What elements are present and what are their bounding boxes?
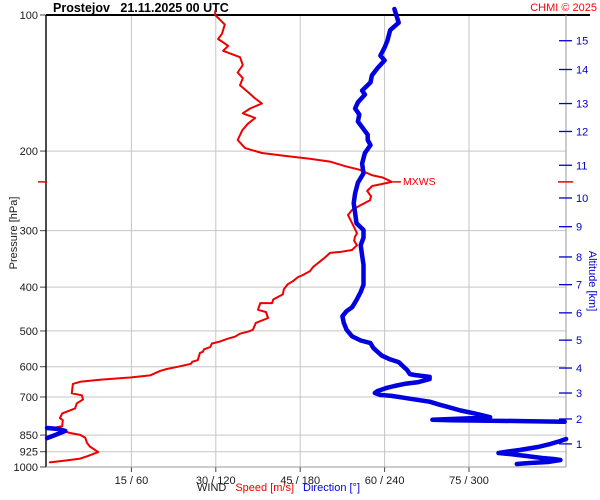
x-axis-legend: WIND Speed [m/s] Direction [°] (197, 482, 360, 494)
altitude-tick-label: 15 (576, 36, 588, 48)
pressure-tick-label: 925 (20, 447, 38, 459)
copyright-notice: CHMI © 2025 (530, 2, 597, 14)
altitude-tick-label: 6 (576, 308, 582, 320)
legend-speed-label: Speed [m/s] (235, 482, 295, 494)
altitude-tick-label: 9 (576, 222, 582, 234)
direction-curve (44, 425, 68, 441)
altitude-tick-label: 4 (576, 363, 582, 375)
wind-tick-label: 60 / 240 (365, 475, 405, 487)
direction-curve (496, 436, 569, 467)
pressure-tick-label: 100 (20, 10, 38, 22)
wind-tick-label: 30 / 120 (196, 475, 236, 487)
wind-tick-label: 45 / 180 (280, 475, 320, 487)
altitude-tick-label: 1 (576, 439, 582, 451)
wind-tick-label: 75 / 300 (449, 475, 489, 487)
speed-curve (48, 10, 393, 464)
altitude-tick-label: 10 (576, 193, 588, 205)
wind-tick-label: 15 / 60 (115, 475, 149, 487)
altitude-tick-label: 11 (576, 160, 587, 172)
pressure-tick-label: 600 (20, 362, 38, 374)
pressure-tick-label: 500 (20, 326, 38, 338)
altitude-tick-label: 5 (576, 335, 582, 347)
pressure-tick-label: 200 (20, 146, 38, 158)
pressure-tick-label: 850 (20, 430, 38, 442)
direction-curve (340, 6, 567, 424)
mxws-annotation: MXWS (403, 176, 436, 188)
altitude-tick-label: 2 (576, 414, 582, 426)
altitude-tick-label: 3 (576, 388, 582, 400)
pressure-tick-label: 700 (20, 392, 38, 404)
legend-wind-label: WIND (197, 482, 227, 494)
pressure-tick-label: 1000 (14, 462, 38, 474)
altitude-tick-label: 13 (576, 99, 588, 111)
page-title: Prostejov 21.11.2025 00 UTC (53, 1, 229, 15)
altitude-tick-label: 7 (576, 280, 582, 292)
pressure-tick-label: 400 (20, 282, 38, 294)
altitude-tick-label: 8 (576, 252, 582, 264)
pressure-tick-label: 300 (20, 226, 38, 238)
altitude-tick-label: 12 (576, 126, 588, 138)
altitude-tick-label: 14 (576, 64, 588, 76)
legend-direction-label: Direction [°] (303, 482, 361, 494)
